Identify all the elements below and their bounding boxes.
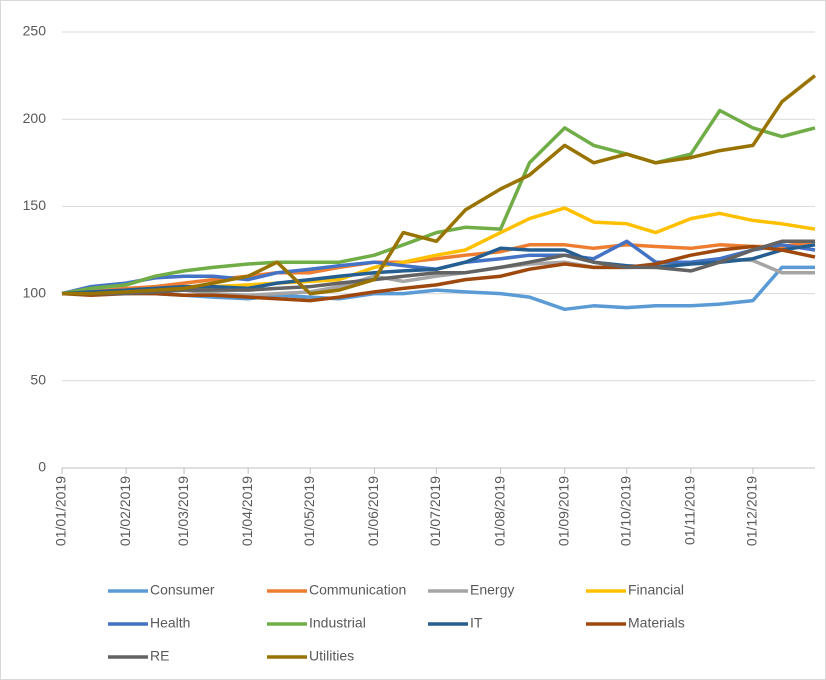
- legend-label: Financial: [628, 582, 684, 598]
- x-tick-label: 01/06/2019: [365, 476, 381, 546]
- series-line: [61, 108, 816, 296]
- y-tick-label: 150: [23, 197, 47, 213]
- x-tick-label: 01/08/2019: [491, 476, 507, 546]
- series-line: [61, 244, 816, 303]
- x-tick-label: 01/04/2019: [239, 476, 255, 546]
- x-tick-label: 01/10/2019: [617, 476, 633, 546]
- legend-label: Materials: [628, 615, 685, 631]
- legend-label: IT: [470, 615, 483, 631]
- legend-label: Energy: [470, 582, 514, 598]
- y-tick-label: 250: [23, 23, 47, 39]
- x-tick-label: 01/01/2019: [53, 476, 69, 546]
- x-tick-label: 01/05/2019: [301, 476, 317, 546]
- legend-label: Utilities: [309, 648, 354, 664]
- x-tick-label: 01/11/2019: [682, 476, 698, 545]
- y-tick-label: 200: [23, 110, 47, 126]
- series-line: [61, 239, 816, 296]
- legend-label: Consumer: [150, 582, 215, 598]
- x-tick-label: 01/07/2019: [427, 476, 443, 546]
- y-tick-label: 0: [38, 459, 46, 475]
- x-tick-label: 01/03/2019: [175, 476, 191, 546]
- legend-label: RE: [150, 648, 169, 664]
- x-tick-label: 01/09/2019: [555, 476, 571, 546]
- x-tick-label: 01/02/2019: [117, 476, 133, 546]
- legend-label: Industrial: [309, 615, 366, 631]
- legend-label: Communication: [309, 582, 406, 598]
- legend-label: Health: [150, 615, 190, 631]
- y-tick-label: 100: [23, 284, 47, 300]
- y-tick-label: 50: [30, 372, 46, 388]
- x-tick-label: 01/12/2019: [744, 476, 760, 546]
- series-line: [61, 243, 816, 296]
- series-line: [62, 74, 817, 296]
